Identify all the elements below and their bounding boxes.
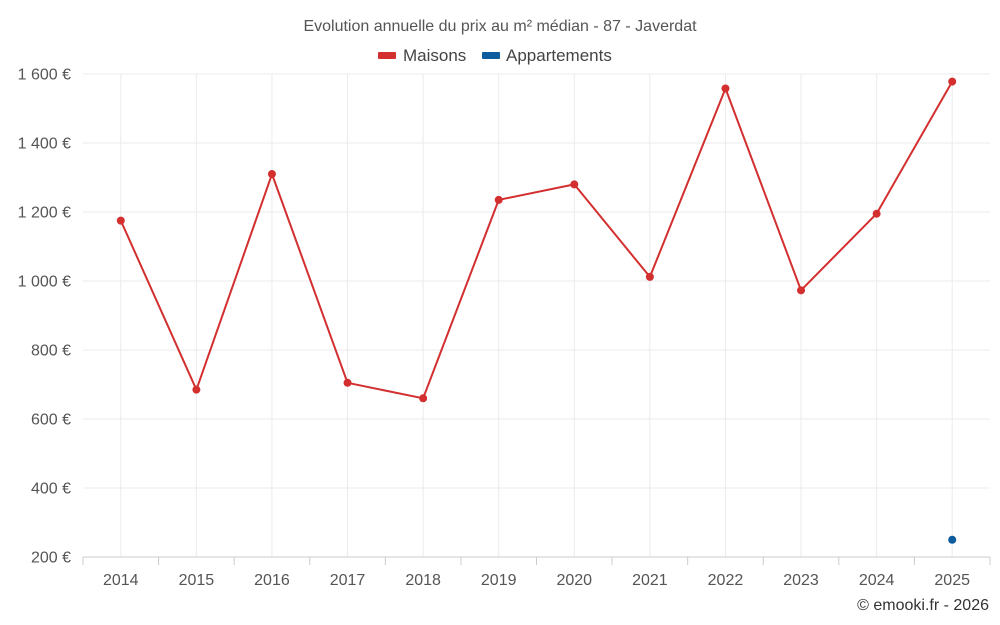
data-point-maisons xyxy=(570,180,579,189)
chart-title: Evolution annuelle du prix au m² médian … xyxy=(303,18,697,35)
data-point-maisons xyxy=(797,286,806,295)
legend: Maisons Appartements xyxy=(378,46,612,65)
data-point-maisons xyxy=(192,385,201,394)
x-tick-label: 2023 xyxy=(783,572,819,589)
data-point-maisons xyxy=(267,170,276,179)
y-tick-label: 1 600 € xyxy=(18,67,71,84)
y-tick-label: 1 000 € xyxy=(18,274,71,291)
legend-label-appartements: Appartements xyxy=(506,46,612,65)
y-tick-label: 1 400 € xyxy=(18,136,71,153)
data-point-maisons xyxy=(721,84,730,93)
x-tick-label: 2019 xyxy=(481,572,517,589)
x-tick-label: 2020 xyxy=(556,572,592,589)
x-axis: 2014 2015 2016 2017 2018 2019 2020 2021 2022 2023… xyxy=(82,557,991,589)
legend-swatch-maisons xyxy=(378,52,396,59)
legend-swatch-appartements xyxy=(482,52,500,59)
data-point-maisons xyxy=(872,209,881,218)
x-tick-label: 2022 xyxy=(708,572,744,589)
x-tick-label: 2015 xyxy=(179,572,215,589)
x-tick-label: 2021 xyxy=(632,572,668,589)
grid xyxy=(83,73,990,558)
data-point-maisons xyxy=(343,378,352,387)
data-point-maisons xyxy=(494,195,503,204)
y-tick-label: 400 € xyxy=(31,481,71,498)
y-tick-label: 600 € xyxy=(31,412,71,429)
data-point-appartements xyxy=(948,535,957,544)
data-point-maisons xyxy=(116,216,125,225)
data-point-maisons xyxy=(645,272,654,281)
y-tick-label: 200 € xyxy=(31,550,71,567)
x-tick-label: 2017 xyxy=(330,572,366,589)
series-line-maisons xyxy=(119,81,954,400)
x-tick-label: 2025 xyxy=(934,572,970,589)
legend-label-maisons: Maisons xyxy=(403,46,466,65)
y-tick-label: 1 200 € xyxy=(18,205,71,222)
y-axis: 200 € 400 € 600 € 800 € 1 000 € 1 200 € 1 400 … xyxy=(18,67,71,567)
credit-text: © emooki.fr - 2026 xyxy=(857,597,989,614)
y-tick-label: 800 € xyxy=(31,343,71,360)
data-point-maisons xyxy=(948,77,957,86)
x-tick-label: 2024 xyxy=(859,572,895,589)
x-tick-label: 2018 xyxy=(405,572,441,589)
x-tick-label: 2014 xyxy=(103,572,139,589)
data-point-maisons xyxy=(419,394,428,403)
x-tick-label: 2016 xyxy=(254,572,290,589)
series xyxy=(116,77,957,544)
